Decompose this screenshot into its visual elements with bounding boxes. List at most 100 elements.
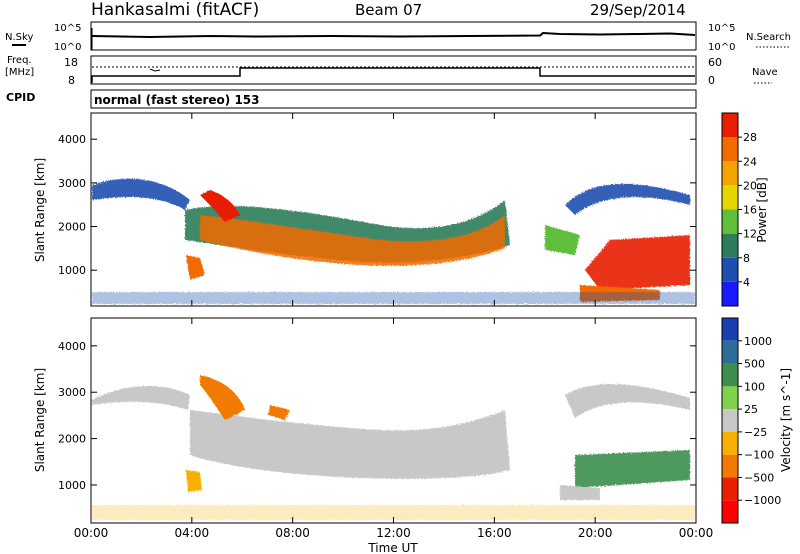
power-panel: Slant Range [km] 1000 2000 3000 4000 4 8 12 16… (33, 112, 769, 307)
power-region-evening-patch (585, 235, 690, 290)
power-colorbar-tick-label: 16 (743, 204, 757, 217)
velocity-region-late-patch (560, 485, 600, 500)
velocity-xticks (90, 318, 697, 523)
power-colorbar-tick-label: 28 (743, 131, 757, 144)
freq-right-tick-bottom: 0 (708, 74, 715, 87)
noise-right-tick-bottom: 10^0 (708, 42, 735, 53)
velocity-colorbar-swatch (722, 318, 738, 341)
power-colorbar-swatch (722, 233, 738, 258)
velocity-colorbar-tick-label: 25 (744, 403, 758, 416)
power-colorbar-swatch (722, 209, 738, 234)
velocity-ylabel: Slant Range [km] (33, 368, 47, 472)
velocity-yticks: 1000 2000 3000 4000 (58, 340, 696, 492)
power-region-low-patch (186, 255, 205, 280)
velocity-colorbar-swatch (722, 500, 738, 523)
freq-left-tick-bottom: 8 (68, 74, 75, 87)
time-axis-labels: 00:00 04:00 08:00 12:00 16:00 20:00 00:00 (74, 526, 714, 540)
noise-panel: N.Sky 10^5 10^0 10^5 10^0 N.Search (5, 21, 791, 53)
noise-right-label: N.Search (746, 32, 791, 43)
nave-dip (149, 68, 161, 72)
velocity-colorbar-tick-label: −1000 (744, 494, 781, 507)
velocity-region-morning-patch (200, 375, 245, 420)
noise-left-tick-top: 10^5 (54, 23, 81, 34)
freq-label-line2: [MHz] (5, 67, 34, 78)
velocity-colorbar-swatch (722, 386, 738, 410)
velocity-scatter (92, 375, 695, 520)
velocity-colorbar-swatch (722, 431, 738, 455)
velocity-colorbar-tick-label: 500 (744, 358, 765, 371)
noise-right-tick-top: 10^5 (708, 23, 735, 34)
power-colorbar-swatch (722, 185, 738, 210)
velocity-panel: Slant Range [km] 1000 2000 3000 4000 1000 50… (33, 317, 793, 524)
power-region-main-band-core (200, 190, 240, 222)
velocity-ytick-label: 3000 (58, 386, 86, 399)
power-yticks: 1000 2000 3000 4000 (58, 133, 696, 277)
power-xticks (90, 113, 697, 306)
velocity-colorbar-swatch (722, 477, 738, 501)
velocity-region-upper-arc (92, 385, 190, 410)
velocity-colorbar-swatch (722, 409, 738, 432)
power-colorbar-tick-label: 24 (743, 155, 757, 168)
velocity-colorbar-tick-label: −25 (744, 426, 767, 439)
cpid-panel: CPID normal (fast stereo) 153 (6, 89, 697, 109)
power-colorbar-swatch (722, 257, 738, 282)
station-title: Hankasalmi (fitACF) (91, 0, 259, 20)
velocity-region-evening-patch (575, 450, 690, 488)
velocity-colorbar-swatch (722, 454, 738, 478)
velocity-region-evening-arc (565, 384, 690, 418)
velocity-colorbar-tick-label: 100 (744, 380, 765, 393)
noise-sky-line (91, 31, 696, 39)
velocity-colorbar-label: Velocity [m s^-1] (779, 368, 793, 472)
power-ytick-label: 2000 (58, 221, 86, 234)
x-tick-label: 00:00 (74, 526, 109, 540)
x-tick-label: 16:00 (477, 526, 512, 540)
freq-left-tick-top: 18 (64, 56, 78, 69)
date-title: 29/Sep/2014 (590, 1, 686, 19)
freq-line (91, 67, 695, 83)
power-colorbar: 4 8 12 16 20 24 28 (721, 112, 757, 307)
velocity-region-morning-dots (268, 405, 290, 420)
velocity-region-main-band (190, 410, 510, 479)
velocity-colorbar-swatch (722, 340, 738, 364)
power-colorbar-swatch (722, 113, 738, 138)
power-ytick-label: 1000 (58, 264, 86, 277)
power-ytick-label: 3000 (58, 177, 86, 190)
x-tick-label: 08:00 (275, 526, 310, 540)
power-colorbar-swatch (722, 281, 738, 306)
x-tick-label: 00:00 (679, 526, 714, 540)
cpid-panel-frame (90, 89, 697, 109)
x-tick-label: 04:00 (175, 526, 210, 540)
power-colorbar-tick-label: 20 (743, 179, 757, 192)
x-axis-title: Time UT (367, 541, 418, 554)
power-region-main-band-inner (200, 215, 505, 266)
velocity-region-near-range (92, 505, 695, 520)
x-tick-label: 12:00 (376, 526, 411, 540)
velocity-colorbar: 1000 500 100 25 −25 −100 −500 −1000 (721, 317, 781, 524)
power-colorbar-tick-label: 4 (743, 276, 750, 289)
noise-panel-frame (90, 21, 697, 51)
freq-right-tick-top: 60 (708, 56, 722, 69)
power-scatter (92, 178, 695, 304)
power-colorbar-swatch (722, 137, 738, 162)
velocity-panel-frame (90, 317, 697, 524)
nave-label: Nave (752, 67, 778, 78)
cpid-text: normal (fast stereo) 153 (94, 93, 260, 107)
velocity-colorbar-frame (721, 317, 739, 524)
freq-panel: Freq. [MHz] 18 8 60 0 Nave (5, 55, 778, 87)
velocity-colorbar-tick-label: −500 (744, 471, 774, 484)
cpid-label: CPID (6, 91, 35, 104)
noise-left-label: N.Sky (5, 32, 33, 43)
freq-panel-frame (90, 55, 697, 85)
power-colorbar-tick-label: 8 (743, 252, 750, 265)
velocity-colorbar-swatch (722, 363, 738, 387)
velocity-colorbar-tick-label: 1000 (744, 335, 772, 348)
velocity-ytick-label: 4000 (58, 340, 86, 353)
beam-title: Beam 07 (355, 1, 422, 19)
noise-left-tick-bottom: 10^0 (54, 42, 81, 53)
power-region-evening-arc (565, 183, 690, 215)
power-colorbar-label: Power [dB] (755, 177, 769, 242)
x-tick-label: 20:00 (578, 526, 613, 540)
power-ylabel: Slant Range [km] (33, 158, 47, 262)
power-colorbar-swatch (722, 161, 738, 186)
